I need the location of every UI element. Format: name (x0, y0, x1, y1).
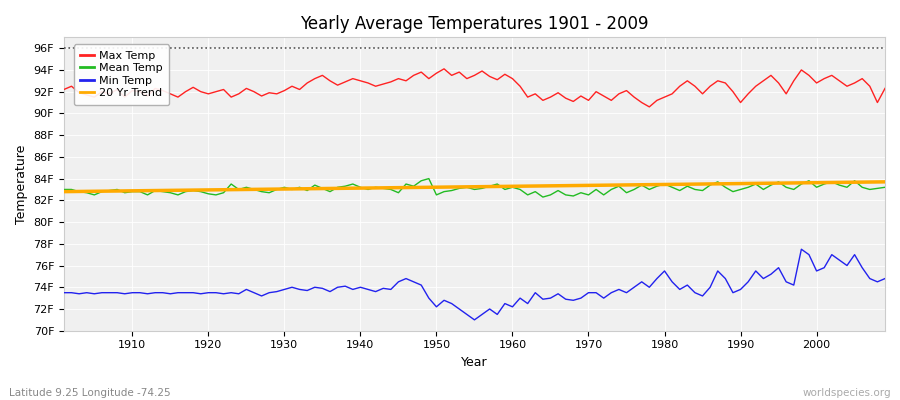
Legend: Max Temp, Mean Temp, Min Temp, 20 Yr Trend: Max Temp, Mean Temp, Min Temp, 20 Yr Tre… (74, 44, 169, 105)
X-axis label: Year: Year (461, 356, 488, 369)
Text: Latitude 9.25 Longitude -74.25: Latitude 9.25 Longitude -74.25 (9, 388, 171, 398)
Text: worldspecies.org: worldspecies.org (803, 388, 891, 398)
Y-axis label: Temperature: Temperature (15, 144, 28, 224)
Title: Yearly Average Temperatures 1901 - 2009: Yearly Average Temperatures 1901 - 2009 (301, 15, 649, 33)
